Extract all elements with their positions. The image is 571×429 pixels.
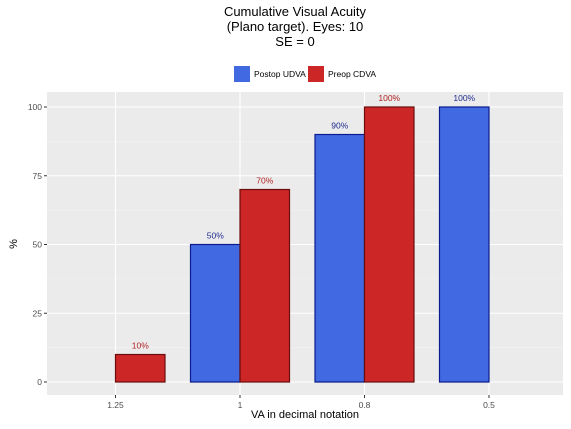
data-labels: 10% 50% 70% 90% 100% 100% (132, 93, 476, 351)
bars (114, 106, 490, 383)
y-tick-label: 25 (33, 308, 43, 318)
x-tick-label: 1.25 (107, 400, 124, 410)
y-tick-label: 75 (33, 171, 43, 181)
x-tick-label: 1 (238, 400, 243, 410)
x-tick-label: 0.8 (359, 400, 371, 410)
bar-postop-udva-0-5 (438, 106, 490, 383)
data-label-preop-cdva-1: 70% (256, 176, 273, 186)
legend: Postop UDVA Preop CDVA (234, 66, 376, 82)
chart-title-line-3: SE = 0 (275, 34, 314, 49)
chart-title: Cumulative Visual Acuity (Plano target).… (224, 4, 367, 49)
bar-preop-cdva-0-8 (363, 106, 415, 383)
bar-postop-udva-0-8 (314, 133, 366, 383)
legend-label-preop-cdva: Preop CDVA (328, 69, 376, 79)
x-axis-ticks: 1.25 1 0.8 0.5 (107, 395, 495, 410)
bar-preop-cdva-1-25 (114, 353, 166, 383)
y-tick-label: 100 (28, 102, 42, 112)
data-label-preop-cdva-0-8: 100% (378, 93, 400, 103)
data-label-postop-udva-0-5: 100% (453, 93, 475, 103)
legend-label-postop-udva: Postop UDVA (254, 69, 306, 79)
y-tick-label: 50 (33, 240, 43, 250)
bar-postop-udva-1 (189, 243, 241, 383)
data-label-postop-udva-1: 50% (207, 231, 224, 241)
chart-title-line-2: (Plano target). Eyes: 10 (227, 19, 364, 34)
x-tick-label: 0.5 (483, 400, 495, 410)
legend-swatch-postop-udva (234, 66, 250, 82)
y-axis-title: % (8, 239, 20, 249)
chart-title-line-1: Cumulative Visual Acuity (224, 4, 367, 19)
y-tick-label: 0 (37, 377, 42, 387)
legend-swatch-preop-cdva (308, 66, 324, 82)
data-label-postop-udva-0-8: 90% (331, 121, 348, 131)
bar-preop-cdva-1 (239, 188, 291, 383)
x-axis-title: VA in decimal notation (251, 409, 359, 421)
data-label-preop-cdva-1-25: 10% (132, 341, 149, 351)
y-axis-ticks: 0 25 50 75 100 (28, 102, 47, 387)
